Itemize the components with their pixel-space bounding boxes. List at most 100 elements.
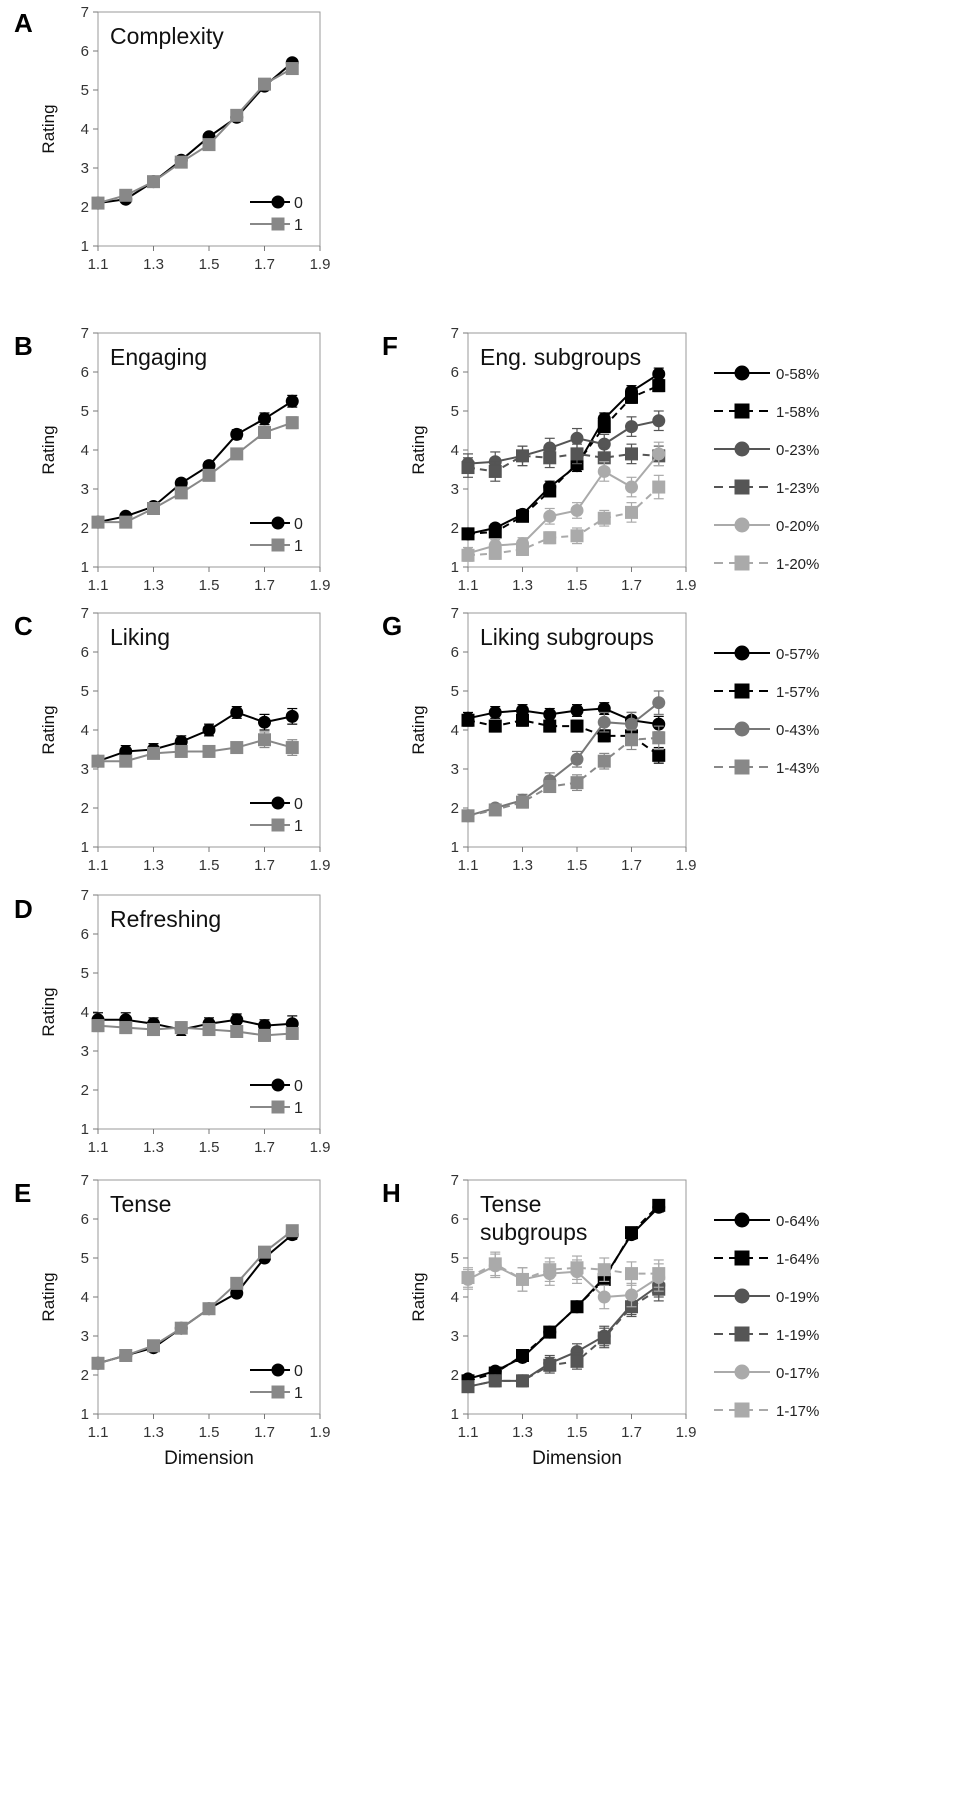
data-point (202, 723, 216, 737)
y-tick-label: 4 (451, 1289, 459, 1306)
data-point (91, 1356, 105, 1370)
data-point (625, 390, 638, 404)
y-tick-label: 5 (81, 1250, 89, 1267)
data-point (461, 527, 475, 541)
x-tick-label: 1.9 (676, 577, 697, 594)
x-tick-label: 1.9 (310, 1424, 331, 1441)
x-tick-label: 1.1 (88, 1424, 109, 1441)
panel-e: E 1 2 3 4 5 6 7 1.1 1.3 1.5 1.7 1.9 Rating Dimension Te… (14, 1172, 330, 1469)
x-tick-label: 1.7 (621, 1424, 642, 1441)
data-point (285, 1224, 299, 1238)
data-point (570, 704, 584, 717)
data-point (652, 748, 666, 762)
y-tick-label: 2 (451, 1367, 459, 1384)
x-tick-label: 1.1 (88, 1139, 109, 1156)
data-point (625, 1288, 638, 1302)
legend-marker (271, 1100, 285, 1114)
legend-label: 0 (294, 195, 303, 212)
data-point (461, 713, 475, 727)
y-tick-label: 1 (451, 1406, 459, 1423)
legend-label: 1-20% (776, 556, 819, 573)
legend-label: 0 (294, 1363, 303, 1380)
x-tick-label: 1.9 (310, 256, 331, 273)
x-tick-label: 1.3 (143, 1139, 164, 1156)
x-axis-label: Dimension (164, 1448, 254, 1469)
data-point (597, 1331, 611, 1345)
legend-label: 0-58% (776, 366, 819, 383)
y-axis-label: Rating (409, 705, 428, 754)
data-point (230, 1013, 244, 1027)
data-point (91, 196, 105, 210)
data-point (258, 1245, 271, 1259)
data-point (543, 1263, 557, 1277)
data-point (258, 412, 271, 426)
data-point (543, 780, 557, 794)
y-tick-label: 6 (81, 644, 89, 661)
y-tick-label: 7 (81, 605, 89, 622)
legend-marker (734, 1326, 750, 1342)
y-tick-label: 7 (451, 1172, 459, 1189)
x-tick-label: 1.1 (88, 857, 109, 874)
data-point (258, 1028, 271, 1042)
data-point (174, 1021, 188, 1035)
x-tick-label: 1.5 (199, 256, 220, 273)
y-tick-label: 2 (81, 1367, 89, 1384)
data-point (625, 1226, 638, 1240)
data-point (119, 188, 133, 202)
y-tick-label: 6 (451, 644, 459, 661)
y-axis-label: Rating (39, 425, 58, 474)
panel-letter: E (14, 1178, 31, 1208)
data-point (174, 1321, 188, 1335)
y-tick-label: 6 (81, 43, 89, 60)
chart-title: Tense (480, 1191, 541, 1217)
x-tick-label: 1.1 (88, 577, 109, 594)
data-point (652, 447, 666, 461)
legend-marker (734, 1250, 750, 1266)
x-tick-label: 1.7 (254, 857, 275, 874)
legend-label: 0-64% (776, 1213, 819, 1230)
data-point (461, 1380, 475, 1394)
legend-marker (271, 195, 285, 209)
y-tick-label: 5 (451, 683, 459, 700)
y-tick-label: 1 (451, 559, 459, 576)
data-point (570, 719, 584, 733)
data-point (285, 741, 299, 755)
x-tick-label: 1.5 (199, 857, 220, 874)
series-line (467, 1204, 660, 1382)
panel-letter: B (14, 331, 33, 361)
legend-label: 1-64% (776, 1251, 819, 1268)
data-point (488, 546, 502, 560)
x-tick-label: 1.5 (567, 1424, 588, 1441)
data-point (488, 525, 502, 539)
legend-marker (734, 517, 750, 533)
panel-letter: A (14, 8, 33, 38)
legend-label: 1-43% (776, 760, 819, 777)
data-point (516, 1349, 529, 1362)
chart-title: Eng. subgroups (480, 344, 641, 370)
legend-label: 0-57% (776, 646, 819, 663)
y-tick-label: 1 (451, 839, 459, 856)
data-point (285, 1026, 299, 1040)
data-point (174, 155, 188, 169)
legend-marker (734, 645, 750, 661)
data-point (570, 752, 584, 766)
data-point (570, 447, 584, 461)
y-tick-label: 5 (81, 82, 89, 99)
series-1 (91, 416, 299, 529)
data-point (652, 414, 666, 428)
series-1-19% (461, 1276, 666, 1394)
legend-label: 0-43% (776, 722, 819, 739)
series-line (467, 736, 659, 817)
y-tick-label: 2 (81, 1082, 89, 1099)
legend-marker (734, 1212, 750, 1228)
legend-label: 0 (294, 516, 303, 533)
y-tick-label: 1 (81, 238, 89, 255)
data-point (202, 468, 216, 482)
data-point (652, 379, 666, 393)
x-tick-label: 1.7 (254, 577, 275, 594)
data-point (147, 175, 160, 189)
data-point (147, 502, 160, 515)
data-point (488, 1257, 502, 1271)
data-point (597, 464, 611, 478)
